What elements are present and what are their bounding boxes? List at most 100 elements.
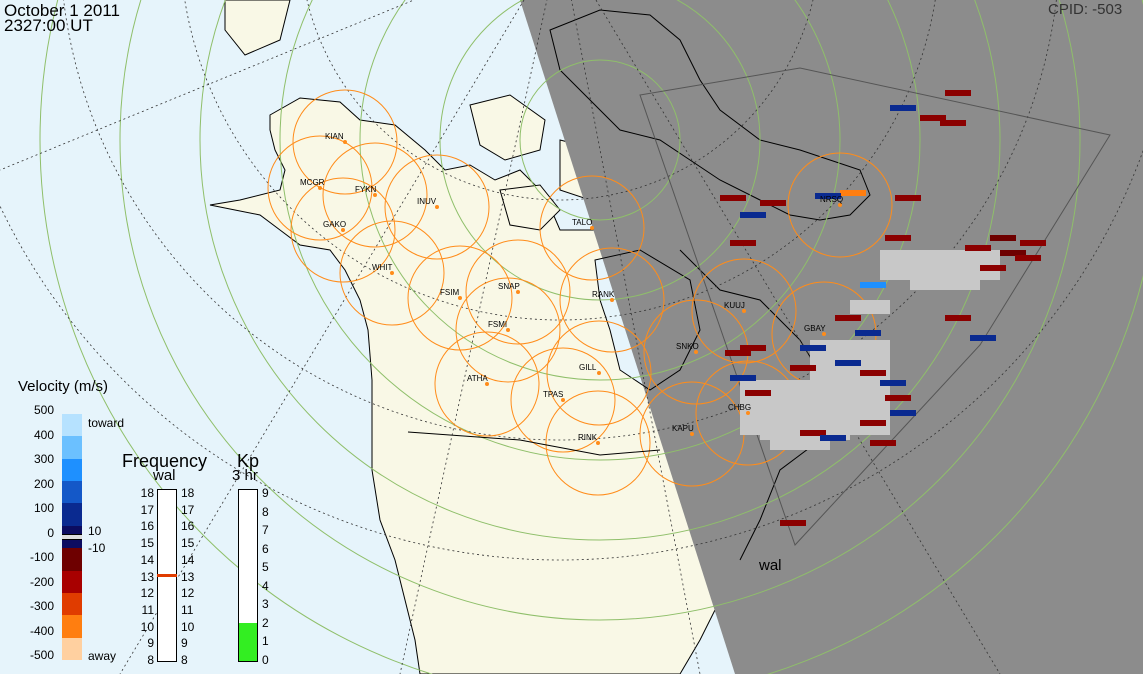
velocity-cell [835,360,861,366]
velocity-color-step [62,592,82,616]
station-label-tpas: TPAS [543,390,563,399]
alaska-canada-land [209,97,831,674]
lat-circles [39,0,1143,674]
station-dot-mcgr [318,186,322,190]
frequency-tick-left: 16 [140,519,154,534]
station-dot-inuv [435,205,439,209]
frequency-tick-right: 8 [181,653,188,667]
frequency-tick-right: 17 [181,502,195,517]
kp-tick-label: 1 [262,634,269,649]
station-label-fykn: FYKN [355,185,377,194]
velocity-cell [890,410,916,416]
station-label-rank: RANK [592,290,615,299]
kp-legend-subtitle: 3 hr [232,467,258,484]
frequency-tick-right: 9 [181,636,188,651]
velocity-tick-label: 100 [33,501,54,515]
station-markers: KIAN MCGR FYKN INUV GAKO WHIT FSIM SNAP FSMI RANK… [300,132,843,445]
velocity-cell [1015,255,1041,261]
frequency-tick-left: 11 [141,602,154,617]
ground-scatter-cell [910,270,980,290]
station-dot-fykn [373,193,377,197]
kp-tick-label: 6 [262,541,269,556]
velocity-cell [835,315,861,321]
kp-bar [238,489,258,662]
velocity-cell [980,265,1006,271]
velocity-color-step [62,414,82,437]
velocity-cell [945,90,971,96]
station-dot-fsim [458,296,462,300]
kp-fill [239,623,257,661]
frequency-tick-right: 11 [181,602,194,617]
velocity-color-step [62,458,82,482]
velocity-cell [885,235,911,241]
frequency-tick-left: 9 [147,636,154,651]
station-dot-kian [343,140,347,144]
station-dot-gill [597,371,601,375]
radar-fov [639,67,1111,546]
velocity-cell [730,240,756,246]
velocity-cell [725,350,751,356]
velocity-color-step [62,548,82,572]
velocity-tick-label: 300 [33,452,54,466]
velocity-cell [945,315,971,321]
station-dot-nrsq [838,203,842,207]
fov-circle-mcgr [267,135,373,241]
velocity-cell [970,335,996,341]
velocity-cell [890,105,916,111]
velocity-cell [800,430,826,436]
velocity-color-step [62,570,82,594]
kp-tick-label: 0 [262,653,269,667]
velocity-vectors [720,90,1046,526]
ground-scatter-cell [850,300,890,314]
cpid-label: CPID: -503 [1048,1,1123,18]
frequency-marker [157,574,177,578]
station-dot-talo [590,226,594,230]
velocity-zero-band [62,534,82,540]
velocity-cell [815,193,841,199]
velocity-cell [840,190,866,196]
velocity-tick-label: -100 [29,550,54,564]
velocity-colorbar [62,414,82,661]
velocity-cell [880,380,906,386]
fov-circle-kuuj [691,258,797,364]
frequency-tick-right: 15 [181,536,195,551]
fov-circle-kian [292,89,398,195]
velocity-tick-label: 0 [47,525,54,540]
frequency-tick-left: 14 [140,552,154,567]
time-label: 2327:00 UT [4,16,93,35]
frequency-tick-right: 14 [181,552,195,567]
velocity-plus10: 10 [88,524,102,538]
night-shade [520,0,1143,674]
frequency-tick-left: 17 [140,502,154,517]
station-label-inuv: INUV [417,197,437,206]
station-label-rink: RINK [578,433,598,442]
velocity-tick-label: -500 [29,648,54,662]
velocity-toward: toward [88,416,125,430]
velocity-cell [855,330,881,336]
velocity-away: away [88,649,117,663]
station-dot-gbay [822,332,826,336]
fov-circle-nrsq [787,152,893,258]
frequency-legend-subtitle: wal [153,467,176,484]
station-dot-snap [516,290,520,294]
velocity-cell [940,120,966,126]
velocity-cell [820,435,846,441]
frequency-tick-left: 10 [140,619,154,634]
frequency-legend-title: Frequency [122,451,208,471]
station-fov-circles [267,89,893,496]
fov-circle-gako [290,177,396,283]
kp-tick-label: 4 [262,578,269,593]
station-label-mcgr: MCGR [300,178,325,187]
kp-tick-label: 7 [262,523,269,538]
us-border [407,431,661,456]
station-label-nrsq: NRSQ [820,195,843,204]
velocity-cell [860,370,886,376]
fov-circle-fykn [322,142,428,248]
frequency-tick-left: 15 [140,536,154,551]
station-dot-gako [341,228,345,232]
velocity-cell [920,115,946,121]
station-dot-rank [610,298,614,302]
fov-circle-whit [339,220,445,326]
